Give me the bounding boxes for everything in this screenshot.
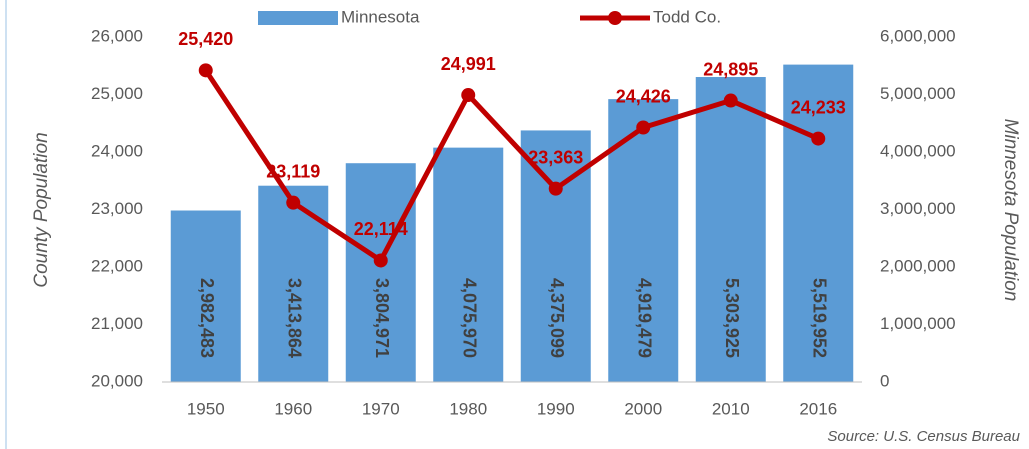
x-tick-label: 1980 — [449, 399, 487, 418]
y-tick-label: 26,000 — [91, 26, 143, 45]
line-value-label: 23,119 — [266, 161, 320, 181]
bar-value-label: 2,982,483 — [197, 278, 217, 358]
y-tick-label: 20,000 — [91, 371, 143, 390]
x-tick-label: 1950 — [187, 399, 225, 418]
bar — [345, 163, 416, 382]
legend-label: Minnesota — [341, 7, 420, 26]
source-note: Source: U.S. Census Bureau — [827, 428, 1020, 445]
marker — [811, 131, 826, 146]
bar — [170, 210, 241, 382]
line-value-label: 24,426 — [616, 86, 671, 106]
y-tick-label: 24,000 — [91, 141, 143, 160]
y2-tick-label: 2,000,000 — [880, 256, 956, 275]
y-axis-title: County Population — [31, 132, 52, 287]
x-tick-label: 2010 — [712, 399, 750, 418]
line-value-label: 25,420 — [178, 29, 233, 49]
marker — [461, 88, 476, 103]
marker — [548, 181, 563, 196]
y-tick-label: 21,000 — [91, 314, 143, 333]
bar-value-label: 3,804,971 — [372, 278, 392, 358]
line-value-label: 24,233 — [791, 97, 846, 117]
y2-tick-label: 0 — [880, 371, 889, 390]
bar-value-label: 4,075,970 — [460, 278, 480, 358]
y-tick-label: 22,000 — [91, 256, 143, 275]
legend-swatch-marker — [608, 11, 622, 25]
y2-axis-title: Minnesota Population — [1000, 119, 1021, 302]
line-value-label: 24,991 — [441, 54, 496, 74]
bar-value-label: 3,413,864 — [285, 278, 305, 358]
y2-tick-label: 1,000,000 — [880, 314, 956, 333]
bar-value-label: 4,375,099 — [547, 278, 567, 358]
bar — [783, 64, 854, 383]
line-value-label: 22,114 — [354, 219, 408, 239]
y2-tick-label: 5,000,000 — [880, 84, 956, 103]
marker — [286, 195, 301, 210]
line — [203, 68, 820, 263]
legend-swatch — [258, 11, 338, 25]
marker — [636, 120, 651, 135]
marker — [198, 63, 213, 78]
legend-label: Todd Co. — [653, 7, 721, 26]
marker — [723, 93, 738, 108]
bar-value-label: 4,919,479 — [635, 278, 655, 358]
x-tick-label: 2000 — [624, 399, 662, 418]
marker — [373, 253, 388, 268]
line-value-label: 23,363 — [528, 147, 583, 167]
y2-tick-label: 4,000,000 — [880, 141, 956, 160]
x-tick-label: 1990 — [537, 399, 575, 418]
y2-tick-label: 6,000,000 — [880, 26, 956, 45]
y2-tick-label: 3,000,000 — [880, 199, 956, 218]
bar — [433, 147, 504, 382]
x-tick-label: 1960 — [274, 399, 312, 418]
bar — [695, 77, 766, 382]
y-tick-label: 25,000 — [91, 84, 143, 103]
bar-value-label: 5,519,952 — [810, 278, 830, 358]
x-tick-label: 2016 — [799, 399, 837, 418]
x-tick-label: 1970 — [362, 399, 400, 418]
y-tick-label: 23,000 — [91, 199, 143, 218]
bar-value-label: 5,303,925 — [722, 278, 742, 358]
line-value-label: 24,895 — [703, 59, 758, 79]
